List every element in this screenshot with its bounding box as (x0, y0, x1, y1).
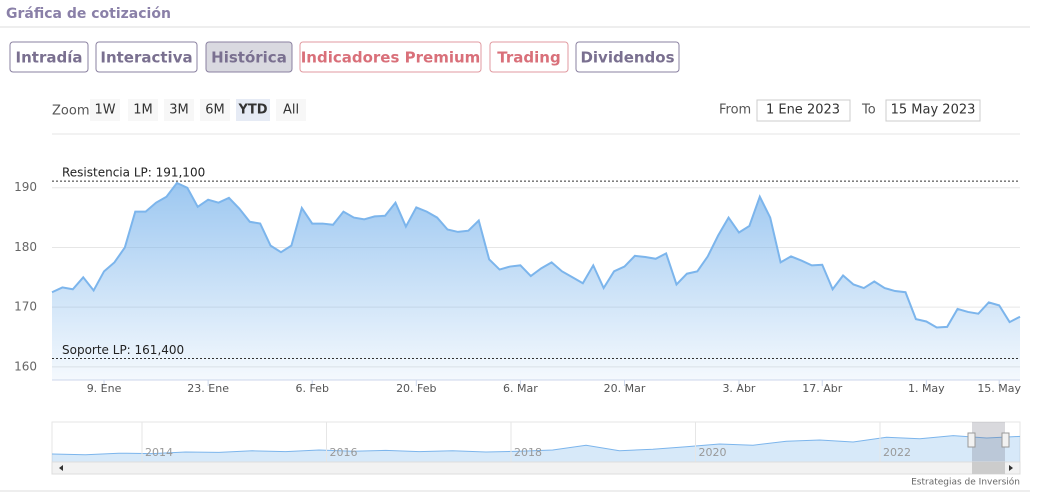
tab[interactable] (95, 41, 198, 73)
x-tick-label: 17. Abr (802, 382, 842, 395)
tab-label: Trading (497, 49, 560, 67)
navigator[interactable] (51, 421, 1021, 463)
navigator-handle[interactable] (967, 432, 976, 448)
tab[interactable] (489, 41, 569, 73)
zoom-button[interactable] (200, 99, 230, 121)
from-label: From (719, 103, 751, 118)
tab-bar: Intradía Interactiva Histórica Indicadores … (9, 41, 680, 73)
to-value: 15 May 2023 (891, 103, 976, 118)
navigator-year: 2020 (699, 446, 727, 459)
y-tick-label: 160 (14, 359, 37, 373)
zoom-button[interactable] (90, 99, 120, 121)
reference-label: Soporte LP: 161,400 (62, 343, 184, 357)
zoom-button-label: 1W (94, 103, 115, 118)
plot: 160 170 180 190 9. Ene 23. Ene 6. Feb 20. Feb 6.… (14, 166, 1021, 395)
tab-label: Interactiva (100, 49, 192, 67)
navigator-year: 2016 (330, 446, 358, 459)
y-tick-label: 180 (14, 240, 37, 254)
navigator-year: 2022 (883, 446, 911, 459)
y-tick-label: 190 (14, 180, 37, 194)
zoom-button-label: All (283, 103, 299, 118)
zoom-button-label: 6M (205, 103, 225, 118)
scrollbar-thumb[interactable] (972, 462, 1005, 474)
x-tick-label: 1. May (908, 382, 945, 395)
tab-label: Histórica (211, 49, 287, 67)
navigator-year: 2014 (145, 446, 173, 459)
zoom-button[interactable] (236, 99, 270, 121)
x-tick-label: 6. Feb (295, 382, 328, 395)
zoom-bar: Zoom 1W 1M 3M 6M YTD All (52, 99, 306, 121)
zoom-button-label: YTD (237, 103, 267, 118)
tab[interactable] (9, 41, 89, 73)
x-tick-label: 15. May (977, 382, 1021, 395)
zoom-label: Zoom (52, 104, 89, 119)
reference-label: Resistencia LP: 191,100 (62, 166, 205, 180)
area (52, 182, 1020, 380)
x-tick-label: 3. Abr (722, 382, 755, 395)
zoom-button[interactable] (128, 99, 158, 121)
navigator-handle[interactable] (1001, 432, 1010, 448)
navigator-year: 2018 (514, 446, 542, 459)
navigator-line (51, 435, 1021, 456)
x-tick-label: 9. Ene (87, 382, 122, 395)
navigator-series: 2014 2016 2018 2020 2022 (51, 422, 1021, 462)
tab-label: Indicadores Premium (301, 49, 481, 67)
zoom-button-label: 1M (133, 103, 153, 118)
tab[interactable] (299, 41, 482, 73)
zoom-button-label: 3M (169, 103, 189, 118)
tab[interactable] (575, 41, 680, 73)
x-tick-label: 6. Mar (503, 382, 538, 395)
navigator-area (52, 435, 1020, 462)
zoom-button[interactable] (164, 99, 194, 121)
page-title: Gráfica de cotización (6, 6, 171, 22)
from-value: 1 Ene 2023 (766, 103, 840, 118)
zoom-button[interactable] (276, 99, 306, 121)
navigator-window[interactable] (972, 422, 1005, 462)
to-input[interactable] (885, 99, 981, 122)
y-tick-label: 170 (14, 300, 37, 314)
from-input[interactable] (756, 99, 851, 122)
x-tick-label: 20. Feb (396, 382, 436, 395)
x-tick-label: 20. Mar (604, 382, 646, 395)
x-tick-label: 23. Ene (187, 382, 229, 395)
credit: Estrategias de Inversión (911, 477, 1020, 488)
tab-label: Intradía (16, 49, 83, 67)
tab[interactable] (205, 41, 293, 73)
line (51, 181, 1021, 329)
scrollbar[interactable] (51, 461, 1021, 475)
tab-label: Dividendos (580, 49, 674, 67)
to-label: To (861, 103, 876, 118)
